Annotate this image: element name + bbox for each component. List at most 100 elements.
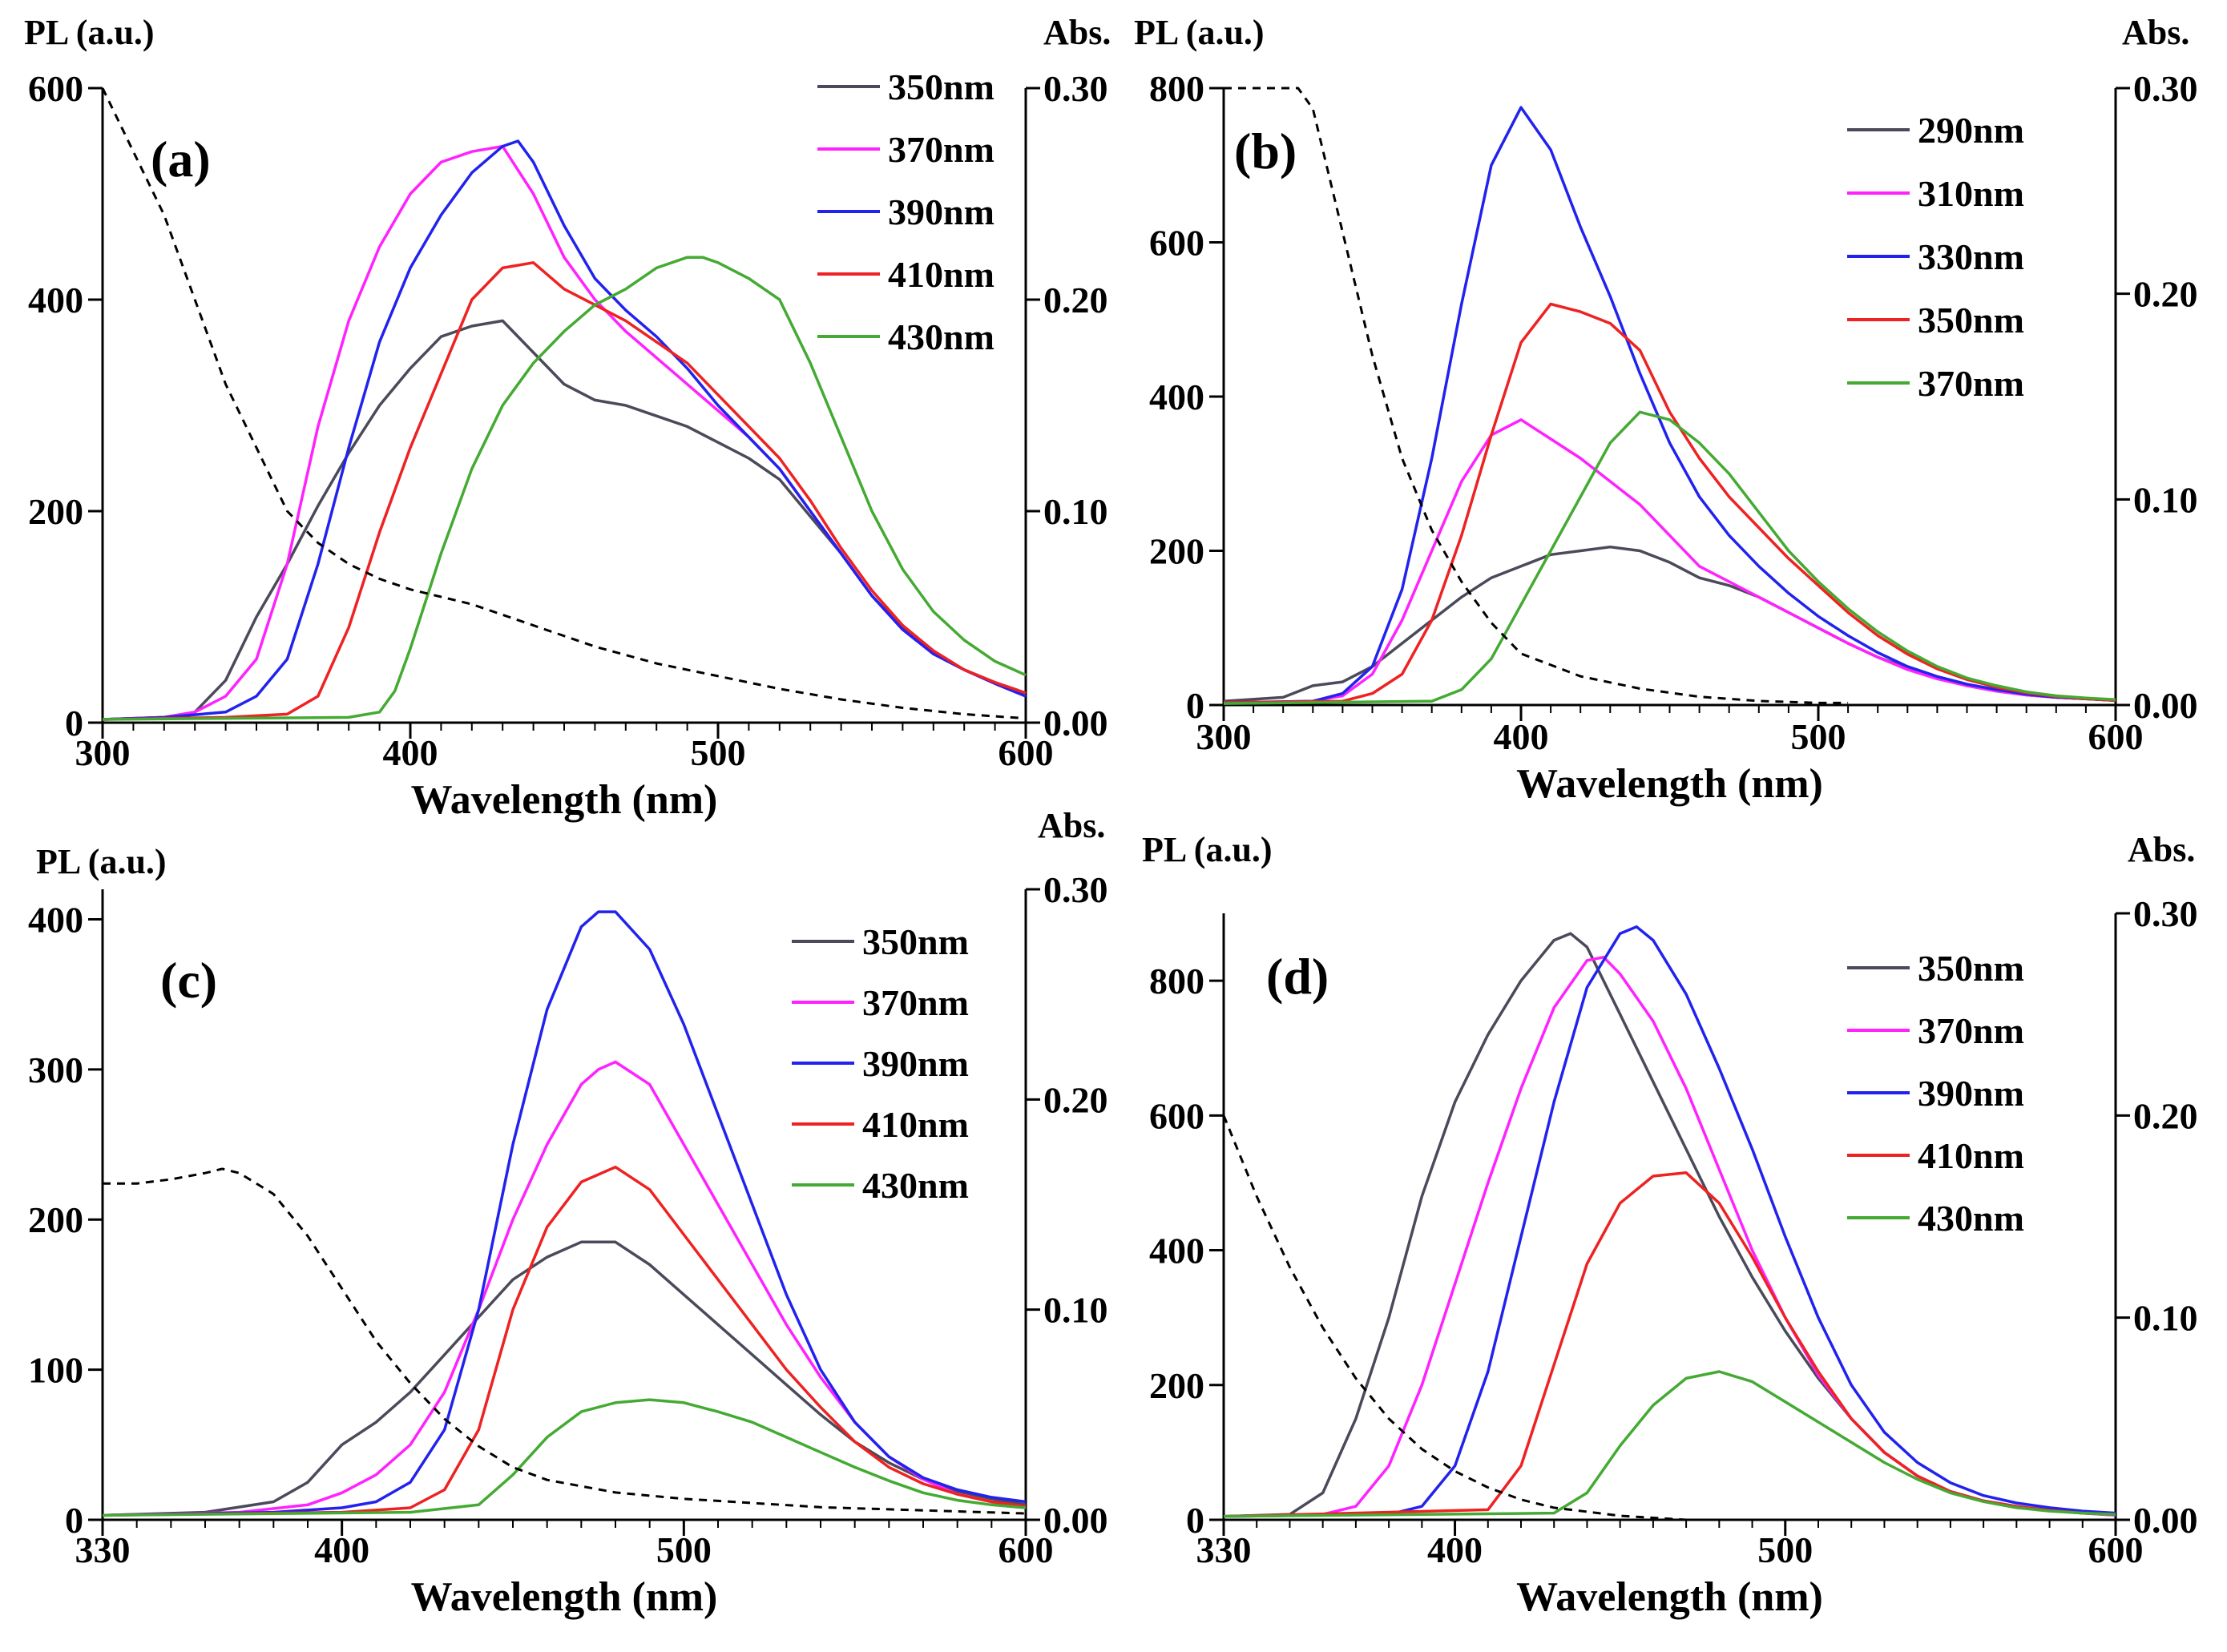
series-line-350nm [1223, 302, 2116, 704]
y2-axis-title: Abs. [1038, 806, 1105, 845]
legend-label: 390nm [888, 191, 994, 232]
series-line-430nm [102, 256, 1027, 721]
legend-label: 350nm [862, 921, 969, 962]
y2-tick-label: 0.20 [1043, 1079, 1108, 1120]
panel-label: (a) [151, 131, 211, 187]
x-tick-label: 600 [2088, 716, 2144, 757]
y-tick-label: 400 [1149, 1231, 1204, 1271]
x-tick-label: 600 [999, 1529, 1054, 1570]
y-tick-label: 200 [28, 1199, 83, 1240]
y-tick-label: 0 [1186, 685, 1204, 726]
legend-label: 310nm [1918, 173, 2024, 214]
y2-tick-label: 0.10 [2133, 479, 2198, 520]
x-tick-label: 600 [999, 732, 1054, 773]
y2-axis-title: Abs. [2122, 13, 2189, 52]
y2-tick-label: 0.20 [2133, 1095, 2198, 1136]
series-line-410nm [102, 261, 1027, 721]
legend-label: 410nm [888, 254, 994, 295]
legend-label: 430nm [862, 1165, 969, 1206]
legend-label: 290nm [1918, 110, 2024, 151]
x-axis-title: Wavelength (nm) [1516, 761, 1823, 807]
series-line-350nm [102, 1240, 1027, 1517]
legend-label: 350nm [1918, 300, 2024, 340]
y-tick-label: 300 [28, 1050, 83, 1090]
y-tick-label: 400 [1149, 377, 1204, 417]
x-tick-label: 400 [314, 1529, 369, 1570]
legend-label: 370nm [862, 982, 969, 1023]
series-line-330nm [1223, 106, 2116, 704]
series-line-390nm [102, 910, 1027, 1517]
y-tick-label: 200 [1149, 1365, 1204, 1406]
y-tick-label: 400 [28, 280, 83, 320]
y-tick-label: 200 [1149, 531, 1204, 572]
panel-label: (b) [1234, 123, 1297, 179]
y-axis-title: PL (a.u.) [36, 842, 167, 881]
legend-label: 430nm [1918, 1198, 2024, 1239]
y-tick-label: 600 [28, 68, 83, 109]
y2-tick-label: 0.00 [2133, 1500, 2198, 1541]
legend-label: 350nm [888, 66, 994, 107]
legend-label: 390nm [862, 1043, 969, 1084]
y2-tick-label: 0.30 [2133, 68, 2198, 109]
y-tick-label: 400 [28, 899, 83, 940]
y2-tick-label: 0.00 [1043, 703, 1108, 743]
y-axis-title: PL (a.u.) [1142, 830, 1273, 869]
y-tick-label: 0 [65, 703, 83, 743]
legend-label: 430nm [888, 316, 994, 357]
legend-label: 330nm [1918, 236, 2024, 277]
x-tick-label: 400 [1427, 1529, 1483, 1570]
absorbance-curve [101, 87, 1027, 720]
y-tick-label: 100 [28, 1350, 83, 1391]
x-tick-label: 600 [2088, 1529, 2144, 1570]
y2-axis-title: Abs. [1043, 13, 1111, 52]
y2-tick-label: 0.10 [1043, 1290, 1108, 1331]
y-tick-label: 0 [65, 1500, 83, 1541]
x-tick-label: 300 [1196, 716, 1252, 757]
x-tick-label: 400 [1494, 716, 1549, 757]
series-line-410nm [102, 1165, 1027, 1517]
legend-label: 350nm [1918, 948, 2024, 989]
x-axis-title: Wavelength (nm) [1516, 1574, 1823, 1620]
x-tick-label: 330 [1196, 1529, 1252, 1570]
series-line-430nm [1223, 1370, 2116, 1518]
x-axis-title: Wavelength (nm) [411, 777, 718, 823]
y2-tick-label: 0.00 [1043, 1500, 1108, 1541]
series-line-390nm [102, 139, 1027, 721]
x-tick-label: 300 [75, 732, 131, 773]
y-tick-label: 600 [1149, 1095, 1204, 1136]
y2-tick-label: 0.30 [2133, 893, 2198, 934]
legend-label: 370nm [888, 129, 994, 170]
y2-tick-label: 0.20 [2133, 274, 2198, 315]
y-tick-label: 600 [1149, 223, 1204, 264]
legend-label: 390nm [1918, 1073, 2024, 1114]
series-line-290nm [1223, 545, 2116, 703]
series-line-390nm [1223, 925, 2116, 1518]
y-tick-label: 0 [1186, 1500, 1204, 1541]
series-line-370nm [1223, 410, 2116, 705]
x-tick-label: 400 [383, 732, 438, 773]
y2-axis-title: Abs. [2128, 830, 2195, 869]
y2-tick-label: 0.10 [1043, 491, 1108, 532]
y2-tick-label: 0.10 [2133, 1298, 2198, 1339]
absorbance-curve [1222, 1114, 1687, 1521]
x-tick-label: 330 [75, 1529, 131, 1570]
x-tick-label: 500 [1757, 1529, 1813, 1570]
y2-tick-label: 0.30 [1043, 68, 1108, 109]
y2-tick-label: 0.30 [1043, 869, 1108, 910]
absorbance-curve [103, 1167, 1027, 1515]
legend-label: 410nm [1918, 1135, 2024, 1176]
series-line-350nm [102, 319, 1027, 721]
legend-label: 410nm [862, 1104, 969, 1145]
y-tick-label: 800 [1149, 961, 1204, 1001]
legend-label: 370nm [1918, 363, 2024, 404]
y-axis-title: PL (a.u.) [1134, 13, 1265, 52]
legend-label: 370nm [1918, 1010, 2024, 1051]
y-tick-label: 200 [28, 491, 83, 532]
y2-tick-label: 0.00 [2133, 685, 2198, 726]
y-axis-title: PL (a.u.) [24, 13, 155, 52]
series-line-310nm [1223, 418, 2116, 704]
panel-label: (d) [1266, 948, 1329, 1005]
y-tick-label: 800 [1149, 68, 1204, 109]
panel-label: (c) [160, 952, 217, 1009]
